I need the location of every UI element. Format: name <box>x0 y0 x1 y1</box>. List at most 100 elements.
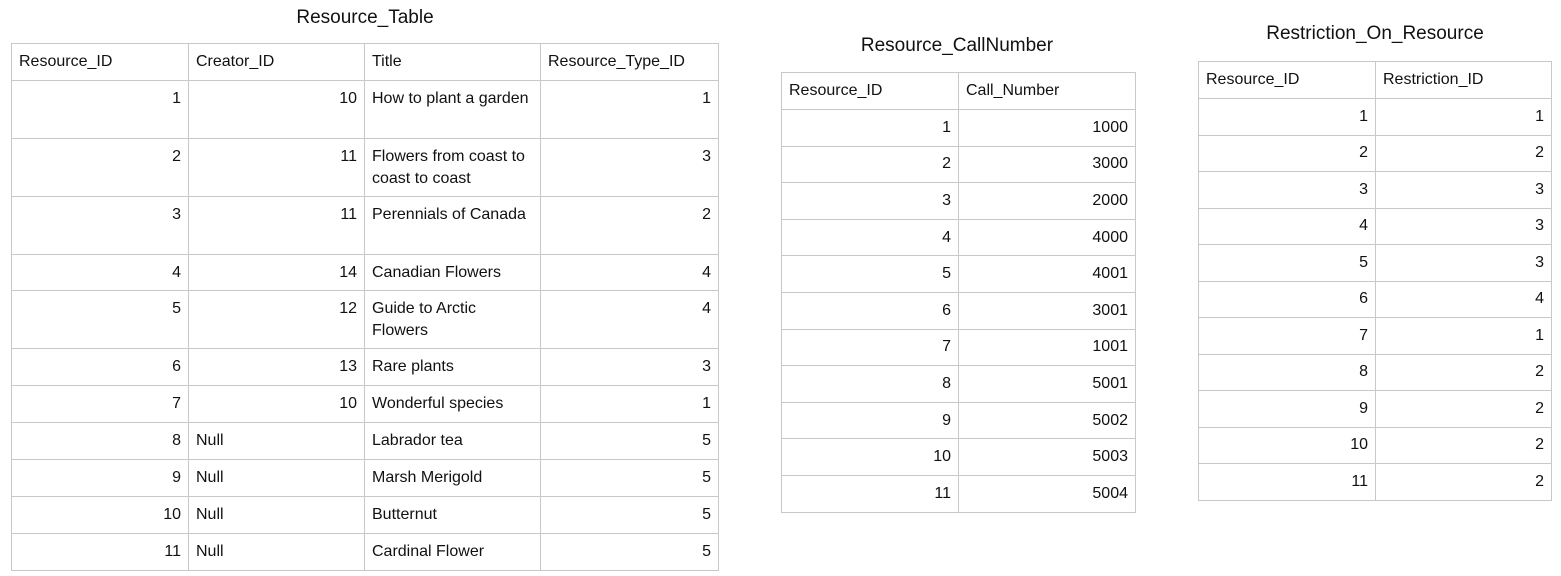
column-header: Resource_Type_ID <box>540 43 719 81</box>
table-row: 4 14 Canadian Flowers 4 <box>11 254 719 291</box>
table-cell: 10 <box>188 385 365 423</box>
table-cell: 10 <box>188 80 365 139</box>
table-cell: 5004 <box>958 474 1136 513</box>
header-row: Resource_ID Creator_ID Title Resource_Type_… <box>11 43 719 81</box>
table-row: 11 Null Cardinal Flower 5 <box>11 533 719 571</box>
table-cell: 2 <box>1375 426 1552 464</box>
table-cell: 1 <box>781 109 959 147</box>
table-cell: 1000 <box>958 109 1136 147</box>
table-cell: 2 <box>1198 134 1376 172</box>
table-cell: 2 <box>1375 134 1552 172</box>
table-cell: 8 <box>781 365 959 403</box>
table-row: 6 13 Rare plants 3 <box>11 348 719 386</box>
table-cell: 7 <box>1198 317 1376 355</box>
table-cell: Null <box>188 422 365 460</box>
table-cell: 10 <box>1198 426 1376 464</box>
table-cell: Null <box>188 459 365 497</box>
table-cell: 5 <box>1198 244 1376 282</box>
column-header: Restriction_ID <box>1375 61 1552 99</box>
table-cell: 1 <box>540 385 719 423</box>
table-cell: Perennials of Canada <box>364 196 541 255</box>
resource-table-title: Resource_Table <box>296 7 434 28</box>
resource-callnumber-table: Resource_ID Call_Number 1 1000 2 3000 3 2000 4 40… <box>781 72 1136 513</box>
table-cell: 9 <box>781 401 959 440</box>
table-row: 3 2000 <box>781 182 1136 220</box>
table-cell: 7 <box>11 385 189 423</box>
table-cell: 7 <box>781 328 959 367</box>
table-cell: 3 <box>1375 207 1552 245</box>
table-cell: 9 <box>1198 390 1376 428</box>
resource-table: Resource_ID Creator_ID Title Resource_Type_… <box>11 43 719 571</box>
table-cell: Canadian Flowers <box>364 254 541 291</box>
table-cell: 5 <box>540 496 719 534</box>
column-header: Resource_ID <box>11 43 189 81</box>
table-cell: Null <box>188 533 365 571</box>
header-row: Resource_ID Restriction_ID <box>1198 61 1552 99</box>
table-cell: 11 <box>11 533 189 571</box>
table-cell: 3 <box>11 196 189 255</box>
table-cell: Flowers from coast to coast to coast <box>364 138 541 197</box>
table-row: 5 12 Guide to Arctic Flowers 4 <box>11 290 719 349</box>
table-cell: 2 <box>1375 390 1552 428</box>
table-cell: 11 <box>781 474 959 513</box>
table-row: 1 10 How to plant a garden 1 <box>11 80 719 139</box>
table-cell: 4001 <box>958 255 1136 293</box>
table-cell: Wonderful species <box>364 385 541 423</box>
table-cell: 5002 <box>958 401 1136 440</box>
table-row: 11 2 <box>1198 463 1552 501</box>
table-row: 10 2 <box>1198 426 1552 464</box>
table-row: 9 Null Marsh Merigold 5 <box>11 459 719 497</box>
table-cell: 1001 <box>958 328 1136 367</box>
table-cell: 4 <box>781 218 959 257</box>
table-row: 7 10 Wonderful species 1 <box>11 385 719 423</box>
table-cell: 3 <box>781 182 959 220</box>
table-row: 3 11 Perennials of Canada 2 <box>11 196 719 255</box>
table-cell: 10 <box>781 438 959 476</box>
table-row: 7 1001 <box>781 328 1136 367</box>
table-cell: 6 <box>11 348 189 386</box>
table-cell: 2 <box>11 138 189 197</box>
table-cell: 5 <box>540 422 719 460</box>
table-cell: 1 <box>540 80 719 139</box>
resource-callnumber-title: Resource_CallNumber <box>860 35 1054 56</box>
table-cell: 3 <box>1198 171 1376 209</box>
table-cell: Guide to Arctic Flowers <box>364 290 541 349</box>
table-cell: 2 <box>1375 353 1552 391</box>
table-cell: 12 <box>188 290 365 349</box>
table-row: 6 3001 <box>781 291 1136 330</box>
table-cell: 6 <box>1198 280 1376 318</box>
table-row: 10 Null Butternut 5 <box>11 496 719 534</box>
table-cell: Rare plants <box>364 348 541 386</box>
table-cell: 5001 <box>958 365 1136 403</box>
table-cell: 2000 <box>958 182 1136 220</box>
table-cell: Butternut <box>364 496 541 534</box>
table-row: 4 4000 <box>781 218 1136 257</box>
restriction-on-resource-table: Resource_ID Restriction_ID 1 1 2 2 3 3 4 3 5 3 6 4 7 1 8… <box>1198 61 1552 501</box>
table-row: 10 5003 <box>781 438 1136 476</box>
table-cell: 11 <box>188 138 365 197</box>
table-cell: 11 <box>188 196 365 255</box>
table-cell: 5 <box>540 459 719 497</box>
table-cell: 3000 <box>958 145 1136 184</box>
table-cell: 1 <box>1198 98 1376 136</box>
table-row: 5 4001 <box>781 255 1136 293</box>
table-cell: 5 <box>11 290 189 349</box>
table-cell: 5 <box>540 533 719 571</box>
table-cell: Null <box>188 496 365 534</box>
table-cell: Labrador tea <box>364 422 541 460</box>
column-header: Resource_ID <box>1198 61 1376 99</box>
table-cell: 4 <box>1198 207 1376 245</box>
column-header: Creator_ID <box>188 43 365 81</box>
table-cell: 3 <box>540 138 719 197</box>
table-row: 2 3000 <box>781 145 1136 184</box>
table-cell: 9 <box>11 459 189 497</box>
table-row: 1 1000 <box>781 109 1136 147</box>
